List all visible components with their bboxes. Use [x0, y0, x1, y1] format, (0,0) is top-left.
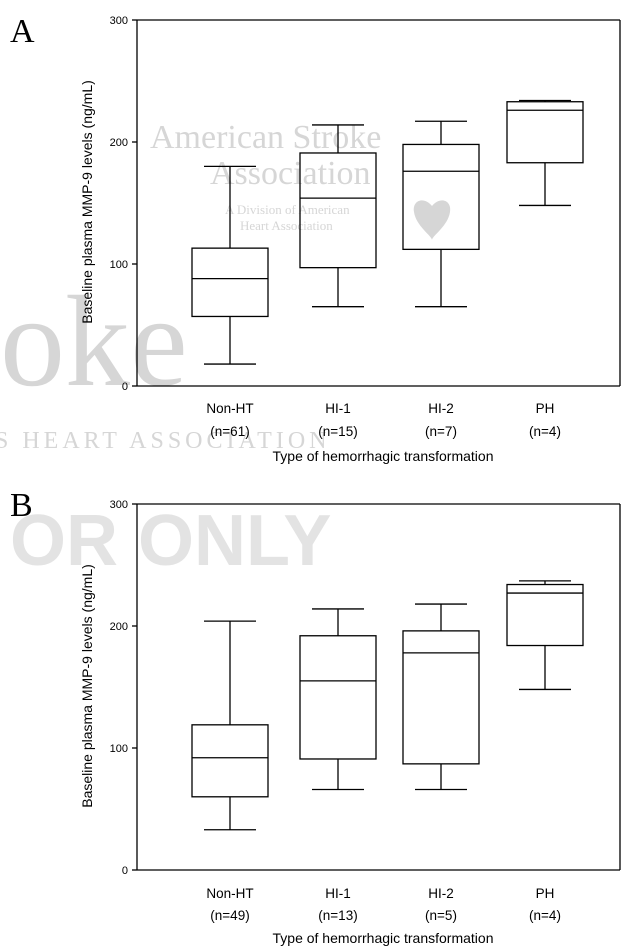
panel-b-n-label-ph: (n=4) — [529, 908, 561, 923]
panel-b-ph-box — [506, 583, 584, 647]
panel-b-x-labels: Non-HT HI-1 HI-2 PH (n=49) (n=13) (n=5) … — [206, 886, 561, 946]
panel-a-x-labels: Non-HT HI-1 HI-2 PH (n=61) (n=15) (n=7) … — [206, 401, 561, 464]
panel-b-y-axis: 0 100 200 300 — [110, 499, 138, 877]
panel-a-n-label-non-ht: (n=61) — [210, 424, 249, 439]
panel-a-category-label-hi-1: HI-1 — [325, 401, 351, 416]
panel-b-non-ht-box — [191, 724, 269, 798]
panel-b-x-axis-title: Type of hemorrhagic transformation — [273, 930, 494, 946]
panel-a-y-tick-label-0: 0 — [122, 381, 128, 393]
panel-b-y-tick-label-300: 300 — [110, 499, 128, 511]
panel-a-n-label-ph: (n=4) — [529, 424, 561, 439]
panel-a-y-tick-label-100: 100 — [110, 259, 128, 271]
panel-b-label: B — [10, 487, 33, 524]
panel-b-category-label-ph: PH — [536, 886, 555, 901]
panel-b-y-tick-label-100: 100 — [110, 743, 128, 755]
heart-torch-icon — [413, 200, 451, 240]
panel-a-n-label-hi-2: (n=7) — [425, 424, 457, 439]
panel-a-category-label-hi-2: HI-2 — [428, 401, 454, 416]
panel-a-y-tick-label-300: 300 — [110, 15, 128, 27]
panel-b-category-label-non-ht: Non-HT — [206, 886, 253, 901]
panel-b-y-tick-label-0: 0 — [122, 865, 128, 877]
watermark-for-only: OR ONLY — [10, 501, 331, 581]
panel-a-y-axis-title: Baseline plasma MMP-9 levels (ng/mL) — [79, 80, 95, 324]
panel-b: B 0 100 200 300 Baseline plasma MMP-9 le… — [10, 487, 621, 946]
watermark-big-word: oke — [0, 270, 188, 414]
panel-a-y-tick-label-200: 200 — [110, 137, 128, 149]
panel-a-category-label-ph: PH — [536, 401, 555, 416]
panel-b-n-label-hi-2: (n=5) — [425, 908, 457, 923]
watermark-org-line3: A Division of American — [225, 202, 350, 217]
panel-a-boxes — [191, 99, 584, 365]
panel-a-label: A — [10, 13, 35, 50]
panel-a-hi-2-box — [402, 143, 480, 251]
panel-b-category-label-hi-2: HI-2 — [428, 886, 454, 901]
panel-b-y-tick-label-200: 200 — [110, 621, 128, 633]
panel-b-n-label-non-ht: (n=49) — [210, 908, 249, 923]
panel-b-boxes — [191, 580, 584, 831]
panel-a-category-label-non-ht: Non-HT — [206, 401, 253, 416]
panel-a-non-ht-box — [191, 247, 269, 318]
panel-a-ph-box — [506, 101, 584, 164]
watermark-org-line4: Heart Association — [240, 218, 333, 233]
panel-a: A 0 100 200 300 Baseline plasma MMP-9 le… — [10, 13, 621, 464]
panel-b-n-label-hi-1: (n=13) — [318, 908, 357, 923]
panel-a-hi-1-box — [299, 152, 377, 269]
panel-a-y-axis: 0 100 200 300 — [110, 15, 138, 393]
watermark-org-line2: Association — [210, 155, 371, 192]
watermark-heart-line: S HEART ASSOCIATION — [0, 428, 331, 454]
panel-b-category-label-hi-1: HI-1 — [325, 886, 351, 901]
panel-a-n-label-hi-1: (n=15) — [318, 424, 357, 439]
panel-b-hi-2-box — [402, 630, 480, 765]
watermark: oke S HEART ASSOCIATION OR ONLY American… — [0, 119, 451, 581]
panel-b-y-axis-title: Baseline plasma MMP-9 levels (ng/mL) — [79, 564, 95, 808]
panel-a-x-axis-title: Type of hemorrhagic transformation — [273, 448, 494, 464]
panel-b-hi-1-box — [299, 635, 377, 760]
